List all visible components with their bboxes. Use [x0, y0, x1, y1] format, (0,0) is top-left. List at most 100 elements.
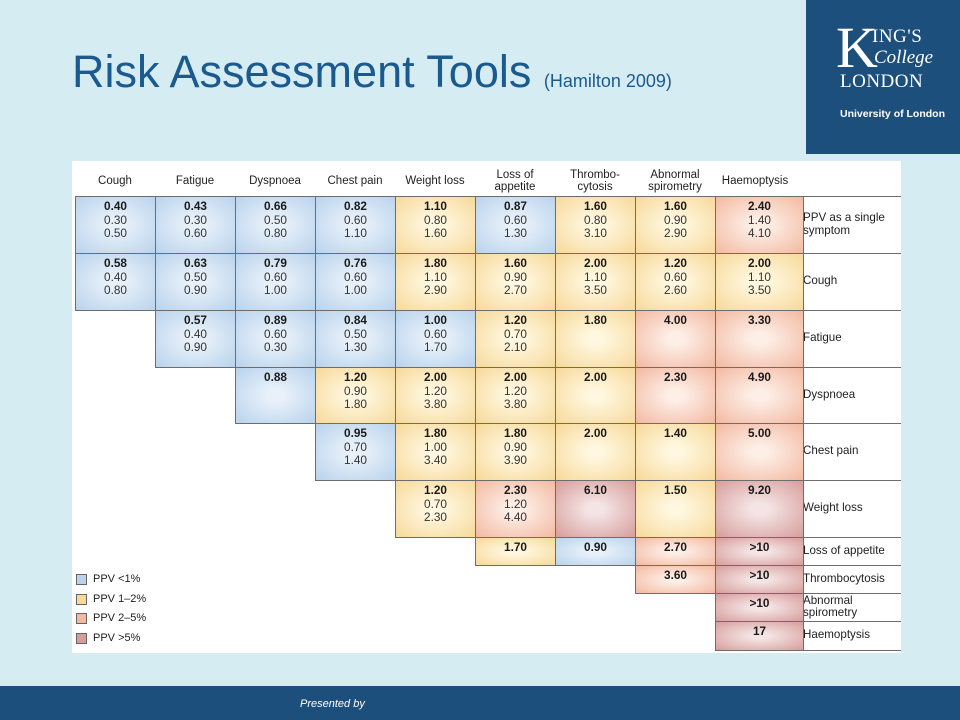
ppv-ci-bound: 1.20	[424, 383, 447, 398]
row-label: Haemoptysis	[803, 628, 871, 642]
ppv-cell: 2.00 1.20 3.80	[395, 367, 476, 424]
ppv-cell: 1.40	[635, 423, 716, 481]
ppv-value: 1.80	[504, 426, 527, 440]
grid-line	[715, 621, 901, 622]
row-label: Dyspnoea	[803, 387, 856, 401]
ppv-value: 1.20	[424, 483, 447, 497]
ppv-cell: 0.40 0.30 0.50	[75, 196, 156, 254]
ppv-cell: 4.00	[635, 310, 716, 368]
ppv-cell: 1.10 0.80 1.60	[395, 196, 476, 254]
ppv-ci-bound: 1.30	[344, 340, 367, 355]
legend-item: PPV 1–2%	[76, 593, 146, 605]
ppv-cell: 1.20 0.70 2.10	[475, 310, 556, 368]
ppv-ci-bound: 3.80	[504, 397, 527, 412]
ppv-ci-bound: 0.80	[264, 226, 287, 241]
ppv-ci-bound: 0.40	[104, 269, 127, 284]
ppv-value: 0.89	[264, 313, 287, 327]
ppv-ci-bound: 0.90	[504, 439, 527, 454]
ppv-ci-bound: 4.40	[504, 510, 527, 525]
ppv-ci-bound: 2.60	[664, 283, 687, 298]
legend-label: PPV 1–2%	[93, 593, 147, 605]
ppv-cell: 0.76 0.60 1.00	[315, 253, 396, 311]
column-header: Thrombo- cytosis	[570, 168, 620, 193]
ppv-ci-bound: 0.50	[104, 226, 127, 241]
row-label: Abnormal spirometry	[803, 593, 858, 619]
grid-line	[803, 196, 804, 650]
ppv-ci-bound: 0.60	[264, 326, 287, 341]
ppv-cell: 3.30	[715, 310, 804, 368]
grid-line	[155, 367, 901, 368]
legend-item: PPV 2–5%	[76, 612, 146, 624]
ppv-value: 2.00	[504, 370, 527, 384]
legend-label: PPV 2–5%	[93, 612, 147, 624]
ppv-ci-bound: 3.50	[748, 283, 771, 298]
ppv-value: 2.00	[424, 370, 447, 384]
ppv-cell: 1.20 0.90 1.80	[315, 367, 396, 424]
column-header: Haemoptysis	[721, 174, 789, 187]
ppv-ci-bound: 4.10	[748, 226, 771, 241]
ppv-ci-bound: 0.30	[264, 340, 287, 355]
ppv-value: 0.76	[344, 256, 367, 270]
ppv-value: 0.88	[264, 370, 287, 384]
ppv-ci-bound: 0.60	[344, 269, 367, 284]
legend-swatch	[76, 632, 87, 644]
ppv-value: 1.60	[664, 199, 687, 213]
ppv-cell: 0.87 0.60 1.30	[475, 196, 556, 254]
ppv-ci-bound: 0.90	[184, 283, 207, 298]
ppv-cell: 6.10	[555, 480, 636, 538]
ppv-ci-bound: 1.10	[748, 269, 771, 284]
ppv-value: 0.43	[184, 199, 207, 213]
column-header: Cough	[98, 174, 132, 187]
ppv-ci-bound: 1.80	[344, 397, 367, 412]
ppv-cell: 0.82 0.60 1.10	[315, 196, 396, 254]
ppv-value: 0.87	[504, 199, 527, 213]
grid-line	[475, 565, 901, 566]
row-label: PPV as a single symptom	[803, 211, 885, 237]
ppv-cell: 0.58 0.40 0.80	[75, 253, 156, 311]
ppv-cell: 1.50	[635, 480, 716, 538]
ppv-cell: 1.60 0.80 3.10	[555, 196, 636, 254]
ppv-cell: 4.90	[715, 367, 804, 424]
ppv-value: 4.00	[664, 313, 687, 327]
slide-title: Risk Assessment Tools (Hamilton 2009)	[72, 46, 672, 98]
ppv-ci-bound: 2.10	[504, 340, 527, 355]
ppv-value: 0.58	[104, 256, 127, 270]
ppv-cell: 2.30 1.20 4.40	[475, 480, 556, 538]
grid-line	[715, 650, 901, 651]
ppv-cell: 0.84 0.50 1.30	[315, 310, 396, 368]
ppv-ci-bound: 0.30	[184, 212, 207, 227]
ppv-value: 2.30	[504, 483, 527, 497]
ppv-value: 0.79	[264, 256, 287, 270]
ppv-ci-bound: 1.00	[424, 439, 447, 454]
ppv-value: >10	[749, 568, 770, 582]
ppv-value: 2.00	[584, 426, 607, 440]
ppv-value: 9.20	[748, 483, 771, 497]
presented-by-text: Presented by	[300, 698, 365, 710]
ppv-ci-bound: 1.70	[424, 340, 447, 355]
ppv-cell: 1.70	[475, 537, 556, 566]
ppv-ci-bound: 0.40	[184, 326, 207, 341]
ppv-cell: 0.66 0.50 0.80	[235, 196, 316, 254]
ppv-value: 1.20	[664, 256, 687, 270]
column-header: Loss of appetite	[494, 168, 536, 193]
ppv-ci-bound: 0.80	[104, 283, 127, 298]
ppv-ci-bound: 0.60	[184, 226, 207, 241]
logo-k: K	[836, 15, 878, 80]
ppv-cell: >10	[715, 537, 804, 566]
ppv-cell: 0.95 0.70 1.40	[315, 423, 396, 481]
ppv-value: 1.80	[424, 426, 447, 440]
ppv-ci-bound: 0.50	[264, 212, 287, 227]
ppv-cell: 1.80	[555, 310, 636, 368]
ppv-ci-bound: 0.90	[664, 212, 687, 227]
ppv-value: 0.82	[344, 199, 367, 213]
ppv-value: 1.20	[344, 370, 367, 384]
ppv-ci-bound: 0.60	[344, 212, 367, 227]
ppv-cell: 0.57 0.40 0.90	[155, 310, 236, 368]
ppv-ci-bound: 0.60	[264, 269, 287, 284]
grid-line	[395, 537, 901, 538]
ppv-ci-bound: 0.80	[424, 212, 447, 227]
ppv-cell: 17	[715, 621, 804, 651]
ppv-value: 17	[752, 624, 767, 638]
ppv-value: 1.60	[584, 199, 607, 213]
row-label: Loss of appetite	[803, 543, 885, 557]
